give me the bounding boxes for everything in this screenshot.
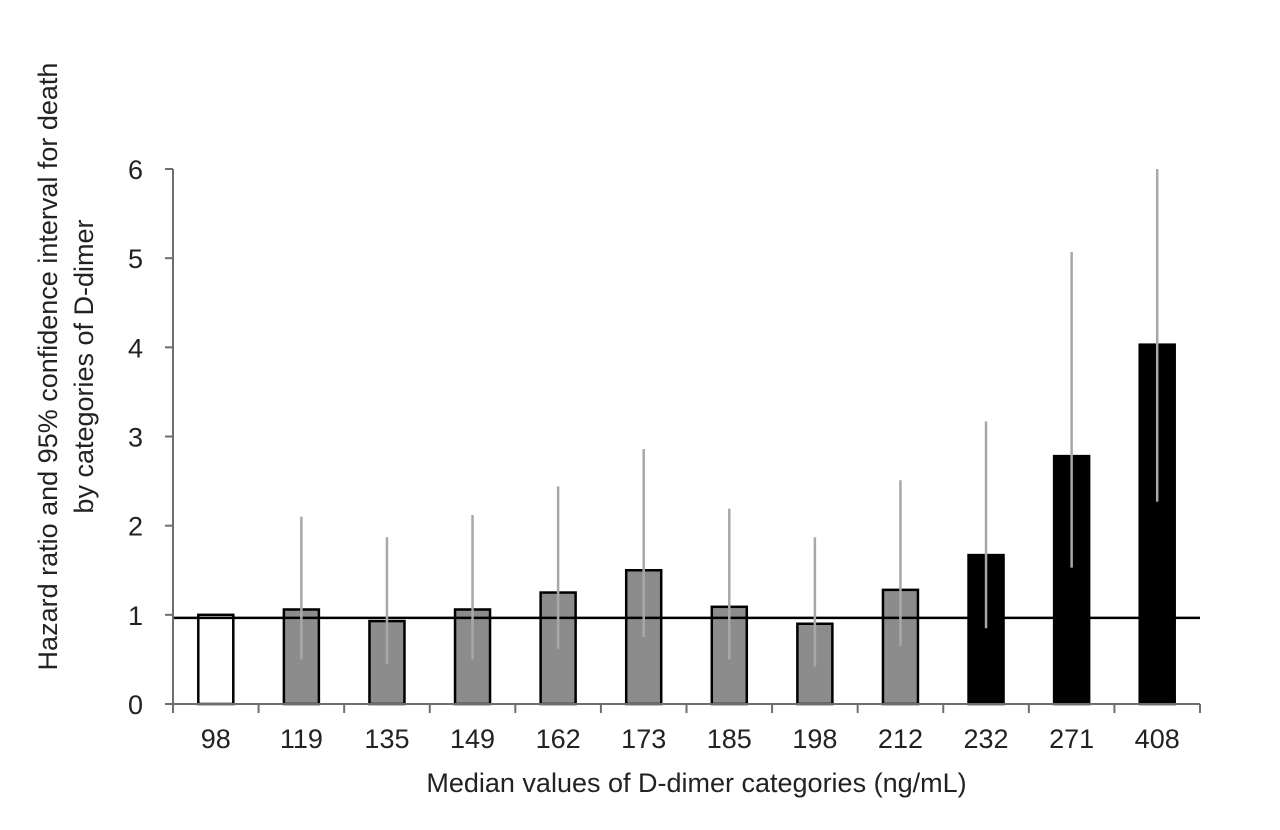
confidence-intervals-group xyxy=(300,169,1159,667)
y-ticks-group: 0 1 2 3 4 5 6 xyxy=(128,155,173,720)
x-tick-label: 408 xyxy=(1135,724,1180,754)
x-tick-label: 149 xyxy=(450,724,495,754)
x-tick-label: 162 xyxy=(536,724,581,754)
x-tick-label: 271 xyxy=(1049,724,1094,754)
y-tick-label: 2 xyxy=(128,512,143,542)
x-ticks-group: 98 119 135 149 162 173 185 198 212 232 271 408 xyxy=(172,704,1201,754)
y-tick-label: 5 xyxy=(128,244,143,274)
y-tick-label: 6 xyxy=(128,155,143,185)
y-tick-label: 1 xyxy=(128,601,143,631)
y-tick-label: 4 xyxy=(128,333,143,363)
x-tick-label: 119 xyxy=(280,724,323,754)
bar-98 xyxy=(197,613,235,706)
x-tick-label: 173 xyxy=(621,724,666,754)
y-tick-label: 3 xyxy=(128,423,143,453)
bars-group xyxy=(197,343,1176,706)
y-tick-label: 0 xyxy=(128,690,143,720)
x-tick-label: 135 xyxy=(364,724,409,754)
x-tick-label: 98 xyxy=(201,724,231,754)
y-axis-title-line-2: by categories of D-dimer xyxy=(69,219,99,513)
x-tick-label: 232 xyxy=(964,724,1009,754)
y-axis-title: Hazard ratio and 95% confidence interval… xyxy=(33,63,99,671)
x-tick-label: 198 xyxy=(792,724,837,754)
y-axis-title-line-1: Hazard ratio and 95% confidence interval… xyxy=(33,63,63,671)
x-tick-label: 212 xyxy=(878,724,923,754)
x-tick-label: 185 xyxy=(707,724,752,754)
x-axis-title: Median values of D-dimer categories (ng/… xyxy=(426,768,966,798)
